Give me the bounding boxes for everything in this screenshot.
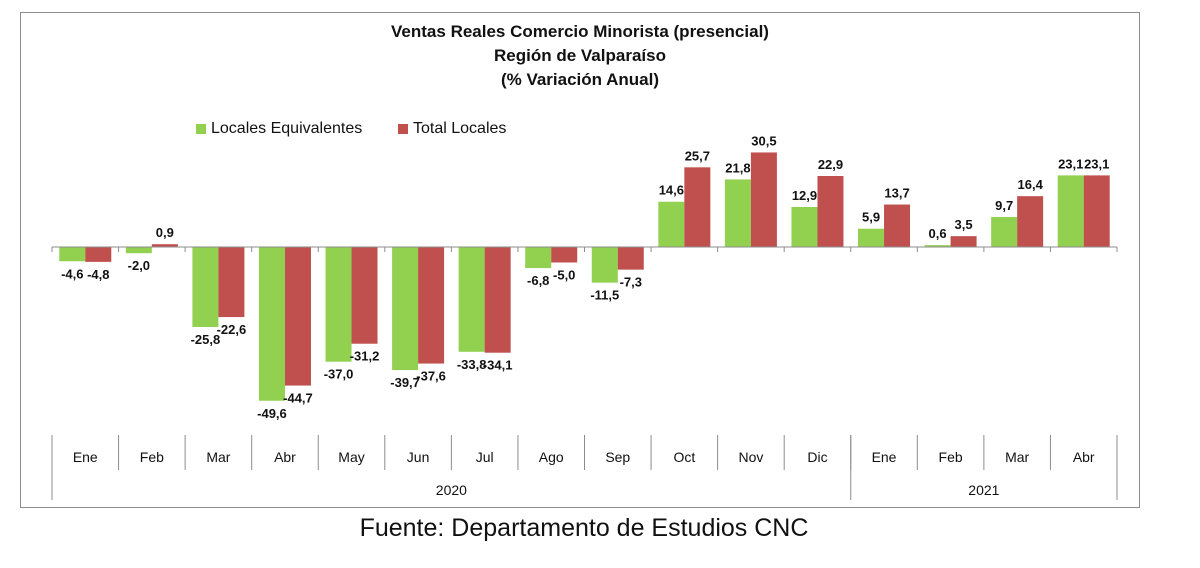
bar bbox=[684, 167, 711, 247]
bar bbox=[617, 247, 644, 270]
data-label: -33,8 bbox=[457, 357, 487, 372]
data-label: -6,8 bbox=[527, 273, 549, 288]
bar bbox=[858, 228, 885, 247]
x-tick-label: Abr bbox=[1073, 449, 1095, 465]
data-label: -2,0 bbox=[128, 258, 150, 273]
x-tick-label: Feb bbox=[939, 449, 963, 465]
data-label: 9,7 bbox=[995, 198, 1013, 213]
data-label: -34,1 bbox=[483, 358, 513, 373]
x-tick-label: Ene bbox=[73, 449, 98, 465]
data-label: -44,7 bbox=[283, 391, 313, 406]
x-tick-label: Ago bbox=[539, 449, 564, 465]
bar bbox=[525, 247, 552, 269]
legend-label: Locales Equivalentes bbox=[211, 120, 363, 137]
x-tick-label: Jun bbox=[407, 449, 430, 465]
data-label: 16,4 bbox=[1018, 177, 1044, 192]
bar bbox=[1057, 175, 1084, 247]
bar bbox=[458, 247, 485, 352]
x-tick-label: Mar bbox=[1005, 449, 1029, 465]
bar bbox=[591, 247, 618, 283]
data-label: 5,9 bbox=[862, 210, 880, 225]
legend-swatch-red bbox=[398, 124, 408, 134]
data-label: -37,0 bbox=[324, 367, 354, 382]
x-tick-label: May bbox=[338, 449, 364, 465]
bar bbox=[218, 247, 245, 318]
bar bbox=[791, 207, 818, 247]
chart-title-line-3: (% Variación Anual) bbox=[500, 70, 660, 89]
x-tick-label: Abr bbox=[274, 449, 296, 465]
bar bbox=[884, 204, 911, 247]
bar bbox=[1017, 196, 1044, 247]
x-tick-label: Dic bbox=[807, 449, 827, 465]
data-label: 14,6 bbox=[659, 183, 684, 198]
data-label: 23,1 bbox=[1084, 156, 1109, 171]
x-tick-label: Nov bbox=[738, 449, 763, 465]
data-label: -7,3 bbox=[620, 275, 642, 290]
data-label: -4,6 bbox=[61, 266, 83, 281]
data-label: -11,5 bbox=[590, 288, 619, 303]
bar bbox=[551, 247, 578, 263]
data-label: 13,7 bbox=[884, 186, 909, 201]
x-tick-label: Sep bbox=[605, 449, 630, 465]
data-label: -31,2 bbox=[350, 349, 380, 364]
chart-title-line-2: Región de Valparaíso bbox=[494, 46, 666, 65]
data-label: 22,9 bbox=[818, 157, 843, 172]
bar bbox=[392, 247, 419, 371]
x-tick-label: Feb bbox=[140, 449, 164, 465]
bar bbox=[1083, 175, 1110, 247]
x-tick-label: Jul bbox=[476, 449, 494, 465]
bar bbox=[484, 247, 511, 353]
data-label: 21,8 bbox=[725, 160, 750, 175]
bar bbox=[950, 236, 977, 247]
bar bbox=[658, 201, 685, 247]
chart-frame bbox=[20, 12, 1140, 508]
data-label: 23,1 bbox=[1058, 156, 1083, 171]
data-label: 0,6 bbox=[929, 226, 947, 241]
x-group-label: 2021 bbox=[968, 482, 999, 498]
bar bbox=[924, 245, 951, 247]
bar bbox=[258, 247, 285, 401]
legend-item-total-locales: Total Locales bbox=[398, 120, 506, 138]
bar bbox=[991, 216, 1018, 247]
legend-swatch-green bbox=[196, 124, 206, 134]
legend-label: Total Locales bbox=[413, 120, 507, 137]
data-label: -22,6 bbox=[217, 322, 247, 337]
x-tick-label: Oct bbox=[673, 449, 695, 465]
legend-item-locales-equivalentes: Locales Equivalentes bbox=[196, 120, 362, 138]
data-label: 0,9 bbox=[156, 225, 174, 240]
bar bbox=[284, 247, 311, 386]
bar bbox=[817, 176, 844, 247]
source-caption: Fuente: Departamento de Estudios CNC bbox=[359, 514, 809, 542]
bar bbox=[351, 247, 378, 344]
bar bbox=[59, 247, 86, 262]
data-label: -25,8 bbox=[191, 332, 221, 347]
x-tick-label: Mar bbox=[206, 449, 230, 465]
data-label: 3,5 bbox=[955, 217, 973, 232]
data-label: 30,5 bbox=[751, 133, 776, 148]
data-label: 25,7 bbox=[685, 148, 710, 163]
data-label: -39,7 bbox=[390, 375, 420, 390]
data-label: -37,6 bbox=[416, 369, 446, 384]
data-label: -4,8 bbox=[87, 267, 109, 282]
bar bbox=[125, 247, 152, 254]
bar bbox=[724, 179, 751, 247]
data-label: 12,9 bbox=[792, 188, 817, 203]
bar bbox=[85, 247, 112, 262]
bar bbox=[192, 247, 219, 327]
bar bbox=[325, 247, 352, 362]
data-label: -5,0 bbox=[553, 268, 575, 283]
bar bbox=[750, 152, 777, 247]
bar bbox=[151, 244, 178, 247]
data-label: -49,6 bbox=[257, 406, 287, 421]
x-group-label: 2020 bbox=[436, 482, 467, 498]
bar bbox=[418, 247, 445, 364]
x-tick-label: Ene bbox=[872, 449, 897, 465]
chart-title-line-1: Ventas Reales Comercio Minorista (presen… bbox=[391, 22, 769, 41]
